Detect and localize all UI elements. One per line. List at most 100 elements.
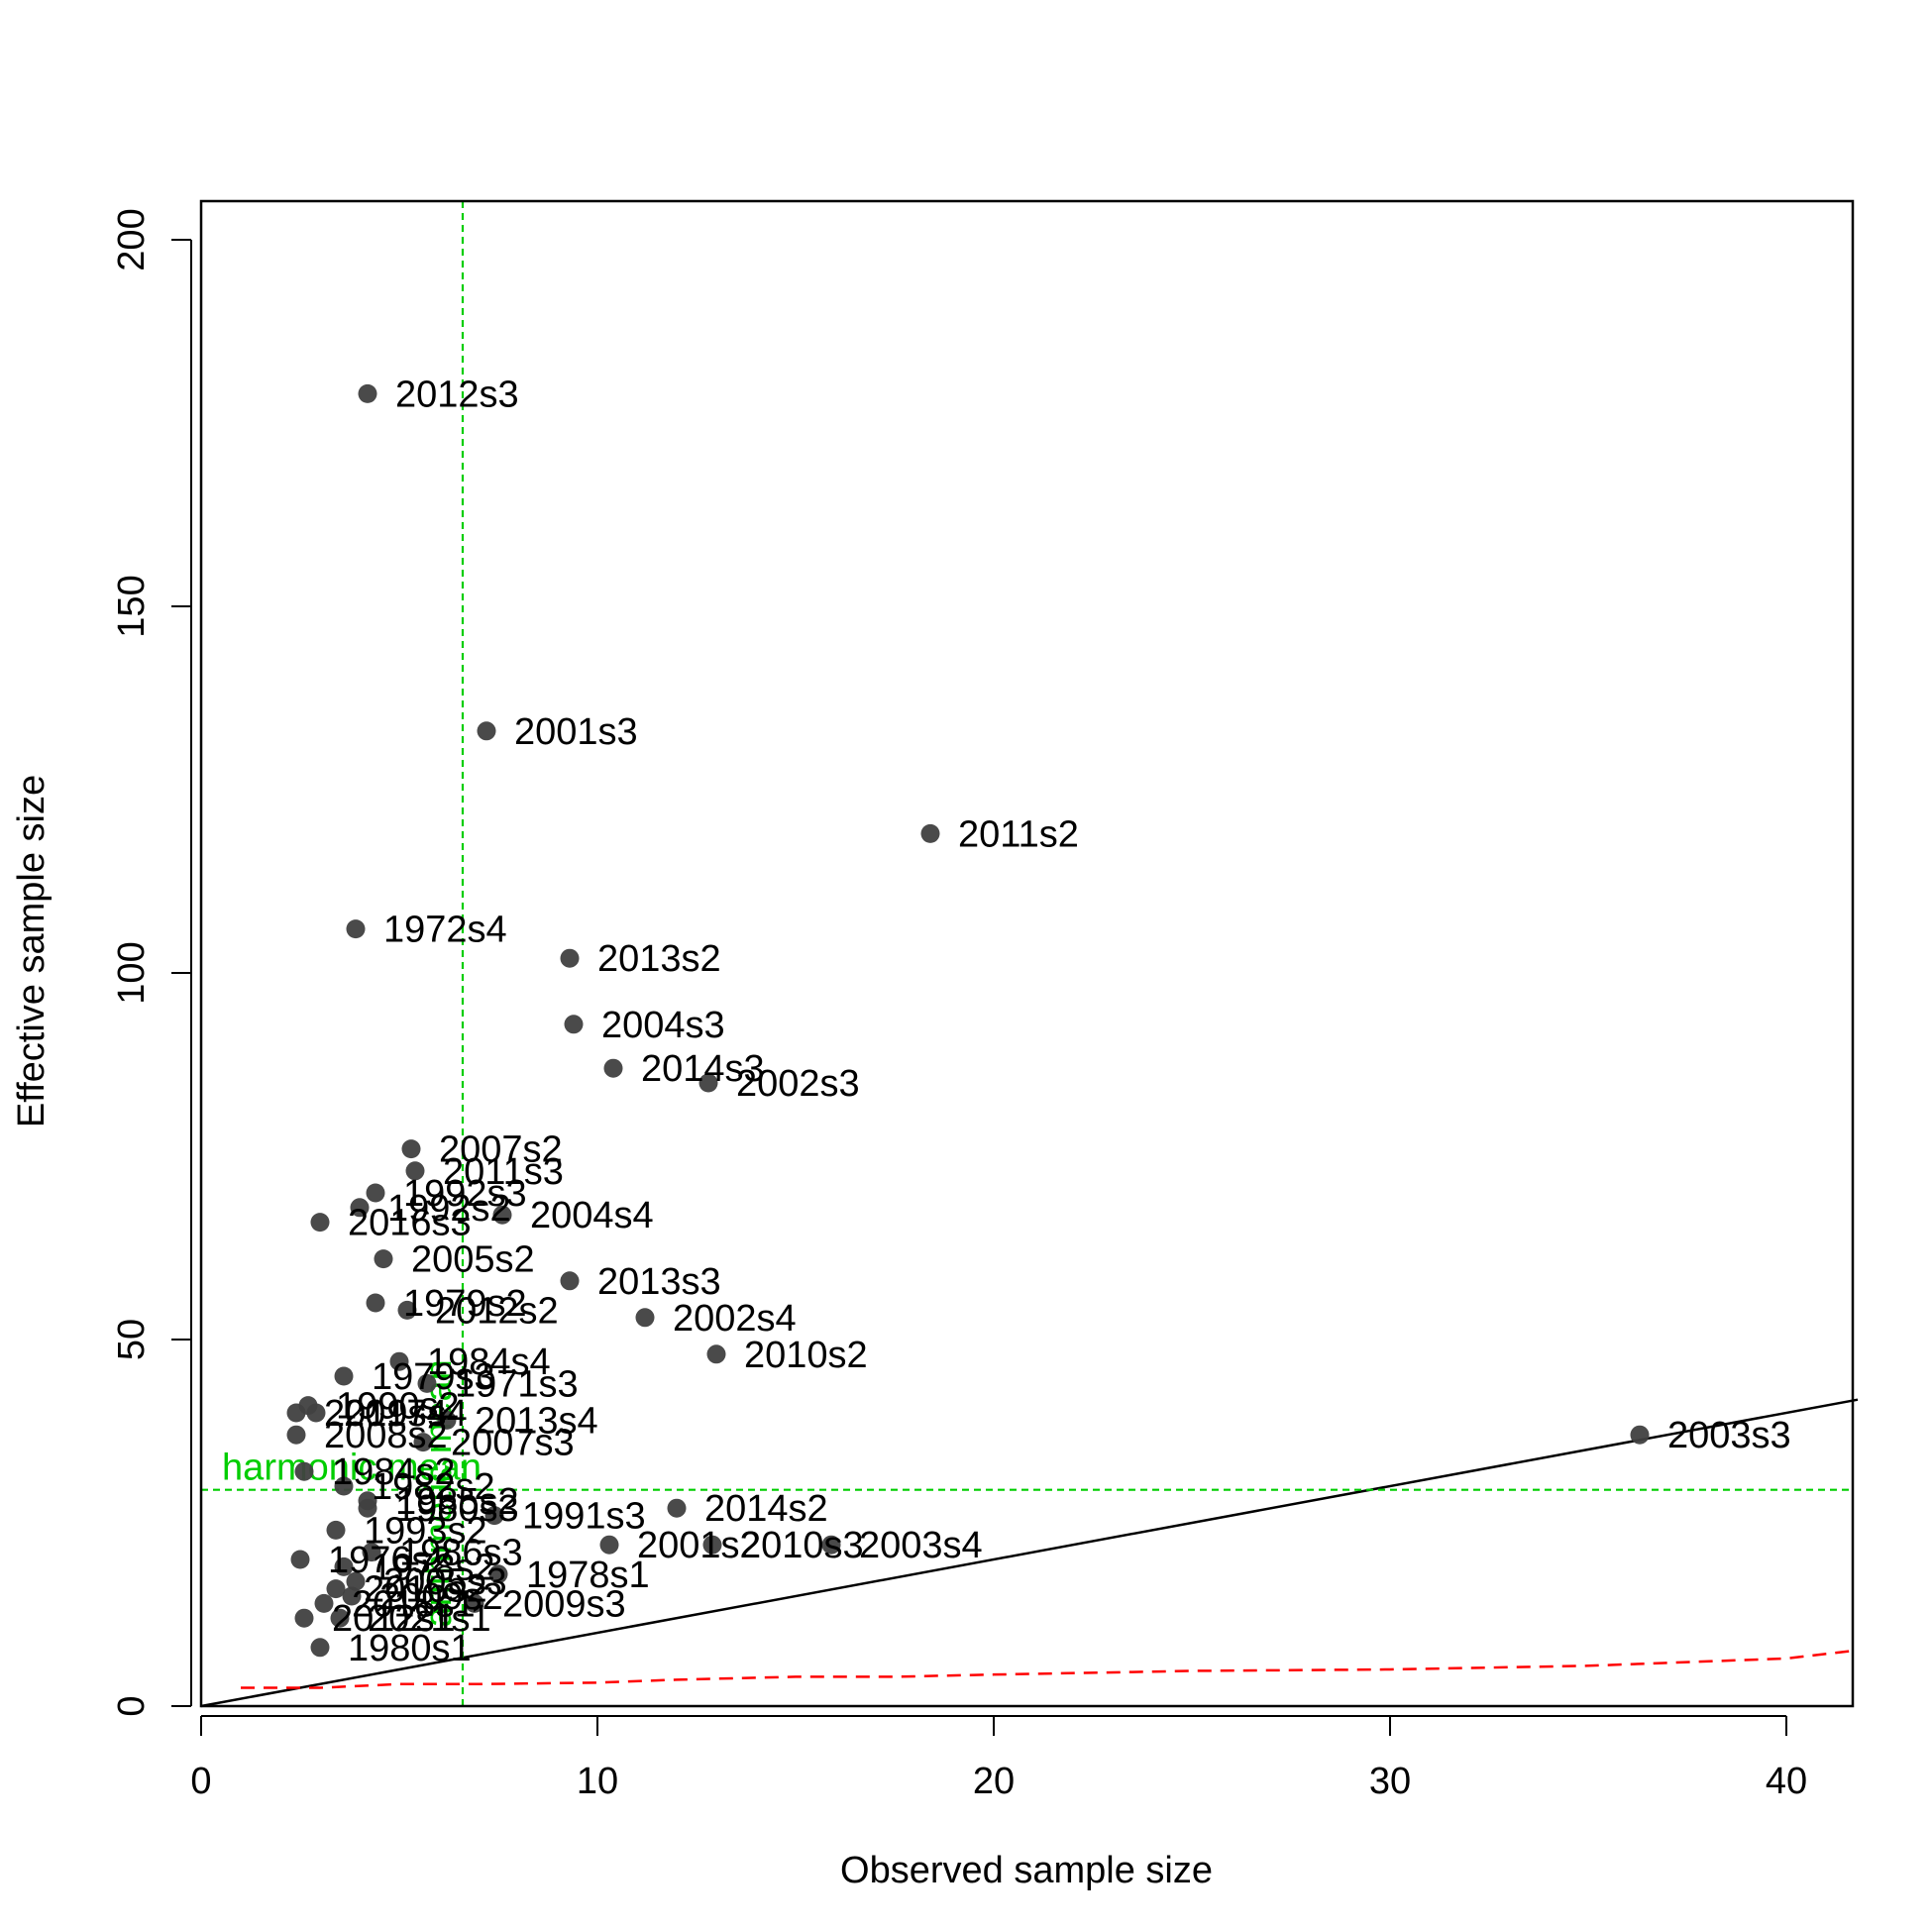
x-tick-label: 40 [1766, 1761, 1807, 1802]
data-point-label: 2009s2 [379, 1576, 503, 1618]
x-tick-label: 0 [190, 1761, 211, 1802]
data-point [1630, 1425, 1650, 1445]
data-point [342, 1586, 362, 1606]
data-point [346, 1571, 366, 1591]
data-point [702, 1535, 722, 1555]
data-point [326, 1579, 346, 1599]
data-point [294, 1461, 314, 1481]
data-point [310, 1213, 330, 1233]
data-point-label: 2011s3 [443, 1151, 564, 1193]
data-point [667, 1498, 687, 1518]
data-point [465, 1593, 484, 1613]
data-point-label: 1982s2 [372, 1466, 495, 1508]
data-point [310, 1638, 330, 1658]
data-point [334, 1556, 354, 1576]
data-point [401, 1139, 421, 1159]
data-point-label: 2002s3 [736, 1063, 860, 1105]
data-point [366, 1183, 385, 1203]
x-tick-label: 10 [577, 1761, 618, 1802]
data-point [358, 383, 377, 403]
data-point-label: 1991s3 [522, 1496, 646, 1538]
data-point [492, 1205, 512, 1225]
data-point-label: 2019s4 [324, 1393, 448, 1435]
red-dashed-line [241, 1650, 1851, 1689]
x-tick-label: 20 [973, 1761, 1015, 1802]
data-point-label: 2005s3 [383, 1561, 507, 1603]
data-point-label: 2010s3 [740, 1525, 864, 1566]
data-point-label: 2013s2 [597, 938, 721, 980]
data-point-label: 2012s2 [435, 1290, 559, 1332]
identity-line [200, 1398, 1859, 1708]
data-point [389, 1351, 409, 1371]
data-point [484, 1506, 504, 1526]
data-point-label: 2003s3 [1667, 1415, 1791, 1456]
data-point-label: 1979s3 [372, 1356, 495, 1398]
x-tick-label: 30 [1369, 1761, 1411, 1802]
data-point-label: 2008s2 [324, 1415, 448, 1456]
data-point [599, 1535, 619, 1555]
data-point [477, 721, 496, 741]
data-points [286, 383, 1650, 1658]
data-point-label: 1992s3 [403, 1173, 527, 1215]
data-point [314, 1593, 334, 1613]
data-point-label: 2016s2 [364, 1569, 487, 1611]
data-point [330, 1608, 350, 1628]
data-point [698, 1073, 718, 1093]
data-point-label: 1976s2 [328, 1540, 452, 1581]
data-point [397, 1300, 417, 1320]
data-point-label: 1978s1 [526, 1555, 650, 1596]
data-point-label: 1993s2 [364, 1510, 487, 1552]
data-point [603, 1058, 623, 1078]
data-point [706, 1344, 726, 1364]
data-point-label: 2012s3 [395, 374, 519, 415]
data-point-label: 2003s4 [859, 1525, 983, 1566]
data-point-label: 2010s2 [744, 1335, 868, 1376]
data-point [290, 1550, 310, 1569]
y-tick-label: 50 [111, 1319, 153, 1360]
data-point-label: 2001s3 [514, 711, 638, 753]
data-point-label: 1992s2 [387, 1188, 511, 1230]
data-point-label: 1986s3 [399, 1533, 523, 1574]
data-point [821, 1535, 841, 1555]
data-point [286, 1403, 306, 1423]
data-point-label: 1972s4 [383, 910, 507, 951]
y-axis-title: Effective sample size [11, 775, 53, 1127]
data-point-label: 2001s2 [637, 1525, 761, 1566]
data-point-label: 2018s1 [352, 1583, 476, 1625]
data-point [366, 1293, 385, 1313]
data-point [560, 1271, 580, 1291]
data-point-label: 1985s2 [395, 1481, 519, 1523]
plot-frame [199, 199, 1855, 1708]
data-point [560, 948, 580, 968]
data-point-label: 2002s4 [673, 1298, 797, 1340]
data-point-label: 2017s4 [344, 1393, 468, 1435]
data-point-label: 2011s2 [958, 813, 1079, 855]
y-tick-label: 0 [111, 1695, 153, 1716]
data-point-label: 2009s3 [502, 1583, 626, 1625]
data-point [286, 1425, 306, 1445]
data-point-label: 1984s4 [427, 1342, 551, 1383]
data-point-label: 1971s3 [455, 1363, 579, 1405]
data-point [635, 1308, 655, 1328]
data-point-label: 2007s3 [451, 1423, 575, 1464]
data-point-label: 2013s4 [475, 1400, 598, 1442]
data-point [358, 1498, 377, 1518]
data-point-label: 1984s2 [332, 1451, 456, 1493]
data-point-label: 2004s3 [601, 1005, 725, 1046]
y-tick-label: 200 [111, 208, 153, 270]
data-point-label: 1979s2 [403, 1283, 527, 1325]
data-point [417, 1373, 437, 1393]
data-point-label: 2012s1 [332, 1598, 456, 1640]
data-point [405, 1161, 425, 1181]
data-point [334, 1366, 354, 1386]
data-point [334, 1476, 354, 1496]
arithmetic-mean-label: arithmetic mean [418, 1359, 460, 1627]
data-point-label: 1980s3 [395, 1488, 519, 1530]
data-point [920, 823, 940, 843]
data-point [350, 1198, 370, 1218]
data-point [306, 1403, 326, 1423]
data-point-label: 2014s3 [641, 1048, 765, 1090]
data-point [564, 1015, 584, 1034]
